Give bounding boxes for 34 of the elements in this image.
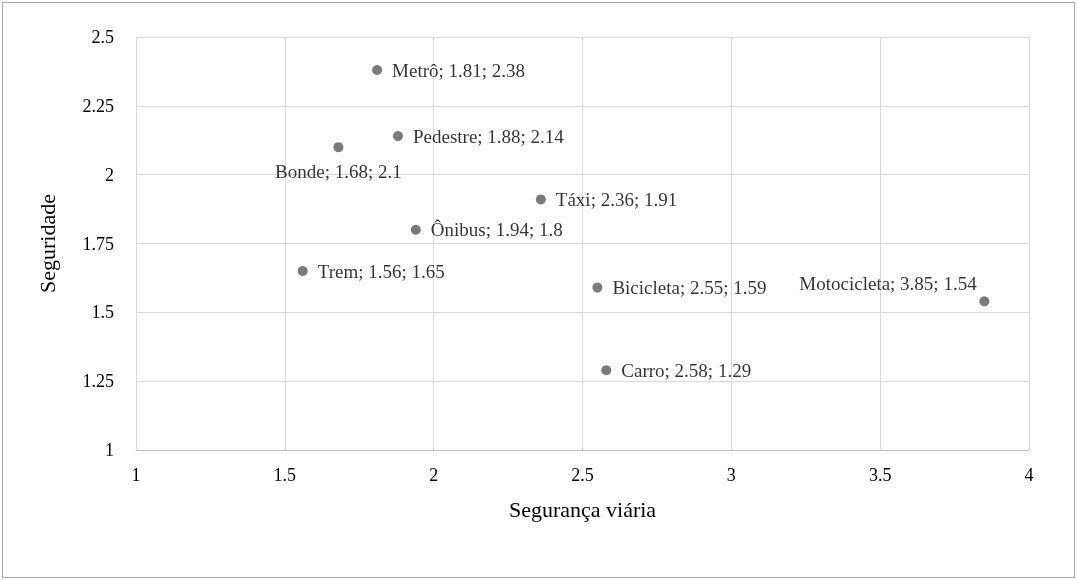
point bbox=[592, 282, 603, 293]
point bbox=[535, 194, 546, 205]
point bbox=[979, 296, 990, 307]
point bbox=[392, 131, 403, 142]
data-label: Carro; 2.58; 1.29 bbox=[621, 359, 752, 381]
point bbox=[372, 65, 383, 76]
y-tick-label: 1.75 bbox=[82, 233, 114, 254]
x-tick-label: 4 bbox=[1024, 465, 1034, 485]
point bbox=[601, 365, 612, 376]
x-tick-label: 2.5 bbox=[571, 465, 594, 485]
data-label: Metrô; 1.81; 2.38 bbox=[392, 59, 526, 81]
y-axis-title: Seguridade bbox=[34, 194, 60, 293]
y-tick-label: 2.25 bbox=[82, 95, 114, 116]
x-tick-label: 1.5 bbox=[273, 465, 297, 485]
x-axis-title: Segurança viária bbox=[508, 496, 657, 522]
y-tick-label: 1.5 bbox=[91, 302, 114, 323]
y-tick-label: 1.25 bbox=[82, 371, 114, 392]
point bbox=[333, 142, 344, 153]
y-tick-label: 1 bbox=[105, 440, 114, 460]
data-label: Ônibus; 1.94; 1.8 bbox=[430, 219, 563, 241]
data-label: Bonde; 1.68; 2.1 bbox=[275, 161, 402, 183]
data-label: Trem; 1.56; 1.65 bbox=[317, 260, 445, 282]
x-tick-label: 3 bbox=[726, 465, 736, 485]
point bbox=[410, 224, 421, 235]
data-label: Bicicleta; 2.55; 1.59 bbox=[612, 277, 767, 299]
x-tick-label: 1 bbox=[131, 465, 141, 485]
y-tick-label: 2.5 bbox=[91, 27, 114, 47]
x-tick-label: 2 bbox=[429, 465, 439, 485]
data-label: Motocicleta; 3.85; 1.54 bbox=[799, 273, 978, 295]
y-tick-label: 2 bbox=[105, 164, 114, 185]
x-tick-label: 3.5 bbox=[868, 465, 892, 485]
data-label: Táxi; 2.36; 1.91 bbox=[555, 188, 678, 210]
data-label: Pedestre; 1.88; 2.14 bbox=[412, 125, 565, 147]
point bbox=[297, 266, 308, 277]
